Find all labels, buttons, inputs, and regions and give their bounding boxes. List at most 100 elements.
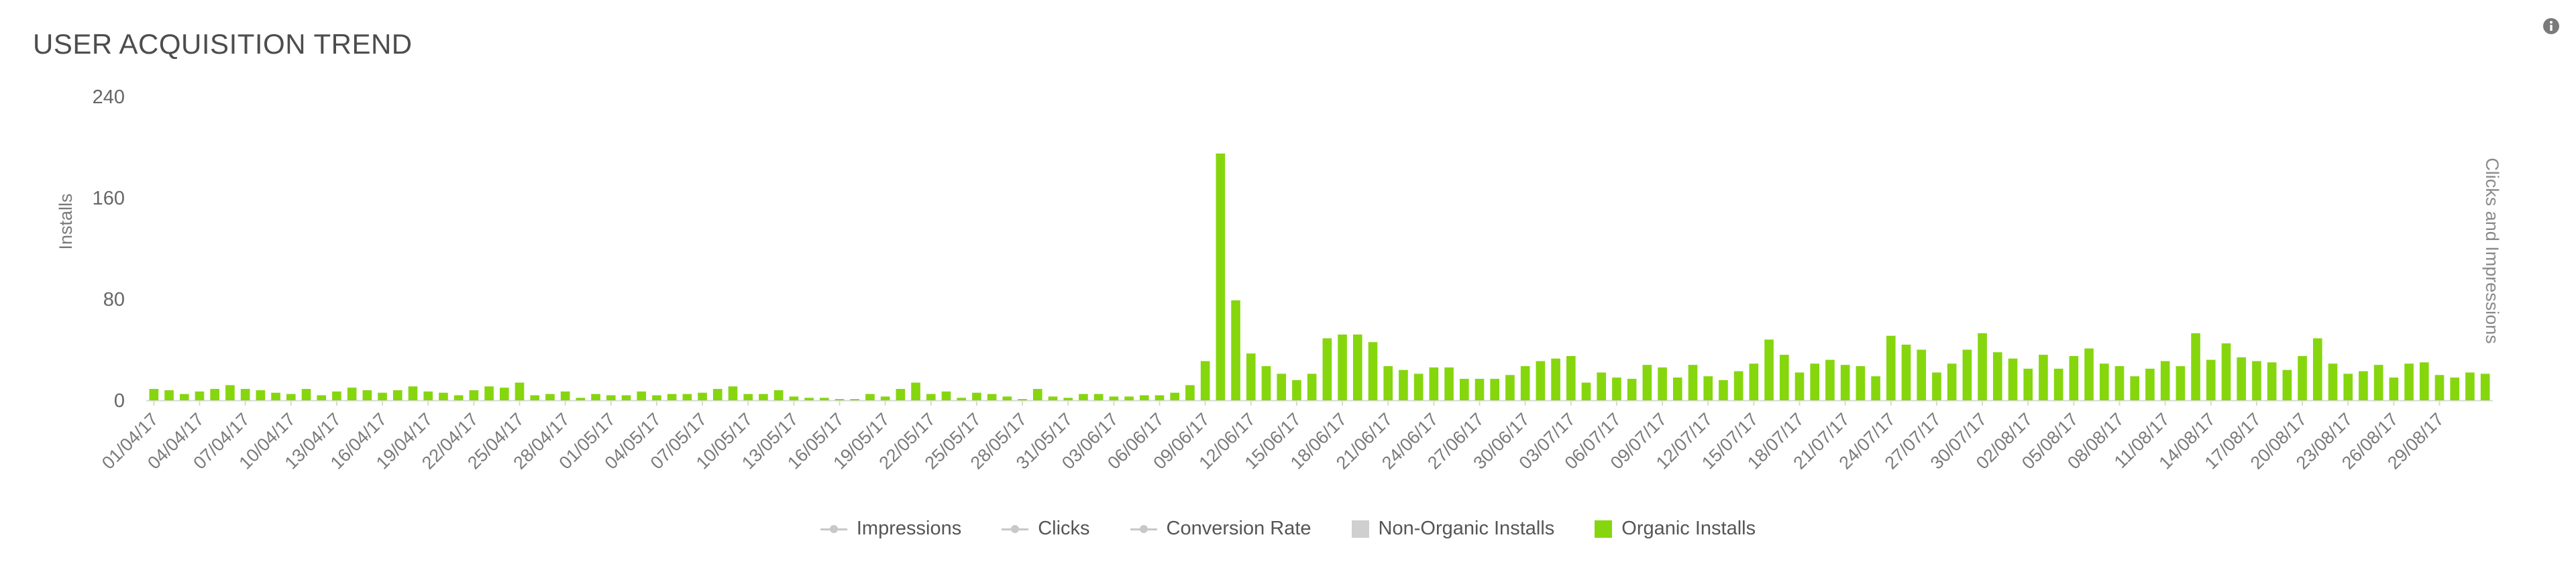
bar-organic-installs (2465, 372, 2475, 400)
bar-organic-installs (1352, 334, 1362, 400)
bar-organic-installs (1612, 378, 1621, 400)
bar-organic-installs (195, 391, 205, 400)
square-swatch-icon (1351, 520, 1369, 538)
bar-organic-installs (1932, 372, 1941, 400)
bar-organic-installs (1093, 394, 1104, 400)
legend-item-clicks[interactable]: Clicks (1002, 518, 1090, 540)
bar-organic-installs (759, 394, 768, 400)
bar-organic-installs (469, 390, 479, 400)
bar-organic-installs (1170, 392, 1180, 400)
bar-organic-installs (256, 390, 266, 400)
bar-organic-installs (2008, 358, 2018, 400)
bar-organic-installs (2252, 361, 2261, 400)
bar-organic-installs (1779, 355, 1789, 400)
bar-organic-installs (530, 395, 540, 400)
legend-label: Organic Installs (1621, 518, 1756, 539)
bar-organic-installs (2114, 366, 2125, 400)
bar-organic-installs (1672, 378, 1682, 400)
bar-organic-installs (1261, 366, 1271, 400)
bar-organic-installs (317, 395, 327, 400)
bar-organic-installs (1444, 367, 1454, 400)
legend-item-impressions[interactable]: Impressions (820, 518, 961, 540)
bar-organic-installs (1719, 380, 1728, 400)
bar-organic-installs (2343, 374, 2353, 400)
bar-organic-installs (682, 394, 692, 400)
bar-organic-installs (1200, 361, 1210, 400)
bar-organic-installs (2328, 363, 2338, 400)
bar-organic-installs (2359, 371, 2368, 400)
bar-organic-installs (1048, 396, 1058, 400)
bar-organic-installs (1566, 355, 1576, 400)
bar-organic-installs (1703, 376, 1713, 400)
bar-organic-installs (1658, 367, 1667, 400)
legend-item-non-organic-installs[interactable]: Non-Organic Installs (1351, 518, 1554, 540)
bar-organic-installs (1901, 344, 1911, 400)
bar-organic-installs (2312, 338, 2322, 400)
bar-organic-installs (332, 391, 341, 400)
bar-organic-installs (1520, 366, 1530, 400)
legend-item-conversion-rate[interactable]: Conversion Rate (1130, 518, 1311, 540)
bar-organic-installs (835, 399, 845, 400)
info-icon[interactable] (2542, 17, 2560, 35)
bar-organic-installs (2237, 357, 2247, 400)
bar-organic-installs (2389, 378, 2399, 400)
legend-item-organic-installs[interactable]: Organic Installs (1595, 518, 1756, 540)
bar-organic-installs (2373, 365, 2383, 400)
bar-organic-installs (439, 392, 448, 400)
bar-organic-installs (896, 389, 906, 400)
bar-organic-installs (1992, 352, 2002, 400)
bar-organic-installs (408, 386, 418, 400)
y-tick-label: 160 (93, 188, 125, 209)
bar-organic-installs (728, 386, 738, 400)
bar-organic-installs (606, 395, 616, 400)
bar-organic-installs (164, 390, 174, 400)
bar-organic-installs (743, 394, 753, 400)
chart-legend: Impressions Clicks Conversion Rate Non-O… (0, 518, 2576, 540)
bar-organic-installs (2191, 333, 2200, 400)
bar-organic-installs (1688, 365, 1698, 400)
bar-organic-installs (1322, 338, 1332, 400)
bar-organic-installs (1109, 396, 1119, 400)
bar-organic-installs (1627, 378, 1637, 400)
bar-organic-installs (926, 394, 936, 400)
bar-organic-installs (499, 388, 509, 401)
bar-organic-installs (1032, 389, 1042, 400)
bar-organic-installs (1947, 363, 1957, 400)
bar-organic-installs (1856, 366, 1866, 400)
bar-organic-installs (1383, 366, 1393, 400)
y-tick-label: 0 (114, 390, 125, 412)
bar-organic-installs (149, 389, 159, 400)
bar-organic-installs (987, 394, 997, 400)
bar-organic-installs (347, 388, 357, 401)
bar-organic-installs (362, 390, 372, 400)
bar-organic-installs (1277, 374, 1287, 400)
line-marker-icon (1002, 524, 1029, 533)
bar-organic-installs (773, 390, 784, 400)
bar-organic-installs (667, 394, 677, 400)
line-marker-icon (820, 524, 847, 533)
bar-organic-installs (1063, 398, 1073, 400)
bar-organic-installs (1794, 372, 1805, 400)
bar-organic-installs (1764, 339, 1774, 400)
bar-organic-installs (2282, 369, 2292, 400)
bar-organic-installs (1307, 374, 1317, 400)
bar-organic-installs (1429, 367, 1439, 400)
bar-organic-installs (545, 394, 555, 400)
bar-organic-installs (1018, 399, 1027, 400)
bar-organic-installs (2404, 363, 2414, 400)
bar-organic-installs (804, 398, 814, 400)
bar-organic-installs (2160, 361, 2170, 400)
bar-organic-installs (1155, 395, 1165, 400)
bar-organic-installs (1002, 396, 1012, 400)
bar-organic-installs (1124, 396, 1134, 400)
bar-organic-installs (1536, 361, 1546, 400)
legend-label: Impressions (856, 518, 962, 539)
bar-organic-installs (698, 392, 707, 400)
bar-organic-installs (880, 396, 890, 400)
bar-organic-installs (1185, 385, 1195, 400)
legend-label: Conversion Rate (1166, 518, 1311, 539)
bar-organic-installs (378, 392, 387, 400)
bar-organic-installs (1368, 342, 1378, 400)
bar-organic-installs (2206, 359, 2216, 400)
bar-organic-installs (392, 390, 402, 400)
